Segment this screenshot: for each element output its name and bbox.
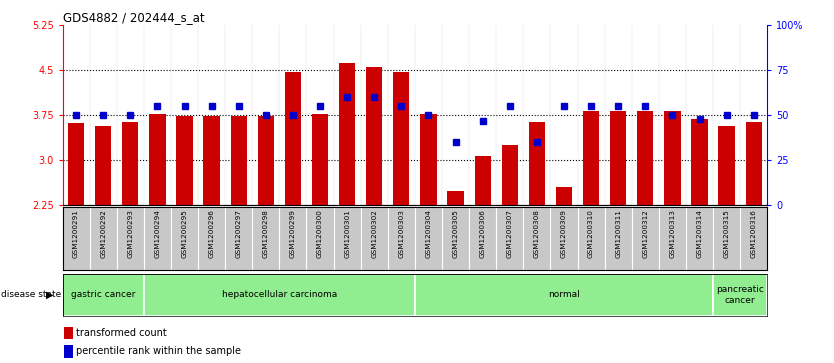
Text: GSM1200311: GSM1200311 xyxy=(615,209,621,258)
Bar xyxy=(746,122,762,205)
Text: GSM1200312: GSM1200312 xyxy=(642,209,648,258)
Bar xyxy=(475,156,490,205)
Text: GSM1200298: GSM1200298 xyxy=(263,209,269,258)
Bar xyxy=(122,122,138,205)
Text: GSM1200310: GSM1200310 xyxy=(588,209,594,258)
Bar xyxy=(64,345,73,358)
Bar xyxy=(177,117,193,205)
Text: percentile rank within the sample: percentile rank within the sample xyxy=(76,346,241,356)
Text: normal: normal xyxy=(548,290,580,299)
Bar xyxy=(149,114,166,205)
Text: GSM1200293: GSM1200293 xyxy=(128,209,133,258)
Text: GSM1200301: GSM1200301 xyxy=(344,209,350,258)
Text: GSM1200309: GSM1200309 xyxy=(561,209,567,258)
Bar xyxy=(64,327,73,339)
Bar xyxy=(556,187,572,205)
Bar xyxy=(691,119,707,205)
Text: GSM1200304: GSM1200304 xyxy=(425,209,431,258)
Text: GSM1200292: GSM1200292 xyxy=(100,209,106,258)
Bar xyxy=(415,274,713,316)
Bar xyxy=(529,122,545,205)
Bar xyxy=(203,117,220,205)
Text: GSM1200314: GSM1200314 xyxy=(696,209,702,258)
Text: GSM1200297: GSM1200297 xyxy=(236,209,242,258)
Bar xyxy=(68,123,84,205)
Bar xyxy=(637,111,654,205)
Bar xyxy=(713,274,767,316)
Text: GSM1200315: GSM1200315 xyxy=(724,209,730,258)
Bar xyxy=(312,114,329,205)
Bar xyxy=(664,111,681,205)
Text: pancreatic
cancer: pancreatic cancer xyxy=(716,285,764,305)
Text: GSM1200316: GSM1200316 xyxy=(751,209,756,258)
Bar xyxy=(339,63,355,205)
Bar xyxy=(583,111,600,205)
Text: GDS4882 / 202444_s_at: GDS4882 / 202444_s_at xyxy=(63,11,204,24)
Bar xyxy=(258,117,274,205)
Text: GSM1200300: GSM1200300 xyxy=(317,209,323,258)
Text: GSM1200291: GSM1200291 xyxy=(73,209,79,258)
Text: gastric cancer: gastric cancer xyxy=(71,290,135,299)
Bar xyxy=(285,72,301,205)
Bar xyxy=(610,111,626,205)
Text: GSM1200303: GSM1200303 xyxy=(399,209,404,258)
Text: GSM1200294: GSM1200294 xyxy=(154,209,160,258)
Text: GSM1200306: GSM1200306 xyxy=(480,209,485,258)
Bar xyxy=(143,274,415,316)
Bar xyxy=(366,68,383,205)
Text: GSM1200308: GSM1200308 xyxy=(534,209,540,258)
Text: GSM1200295: GSM1200295 xyxy=(182,209,188,258)
Bar xyxy=(502,145,518,205)
Bar xyxy=(230,117,247,205)
Bar xyxy=(95,126,112,205)
Text: GSM1200299: GSM1200299 xyxy=(290,209,296,258)
Bar xyxy=(420,114,437,205)
Text: GSM1200313: GSM1200313 xyxy=(670,209,676,258)
Text: ▶: ▶ xyxy=(47,290,53,300)
Text: hepatocellular carcinoma: hepatocellular carcinoma xyxy=(222,290,337,299)
Text: GSM1200307: GSM1200307 xyxy=(507,209,513,258)
Bar xyxy=(394,72,409,205)
Bar xyxy=(719,126,735,205)
Text: GSM1200296: GSM1200296 xyxy=(208,209,214,258)
Text: transformed count: transformed count xyxy=(76,328,167,338)
Text: GSM1200305: GSM1200305 xyxy=(453,209,459,258)
Bar xyxy=(448,191,464,205)
Text: GSM1200302: GSM1200302 xyxy=(371,209,377,258)
Text: disease state: disease state xyxy=(1,290,61,299)
Bar xyxy=(63,274,144,316)
